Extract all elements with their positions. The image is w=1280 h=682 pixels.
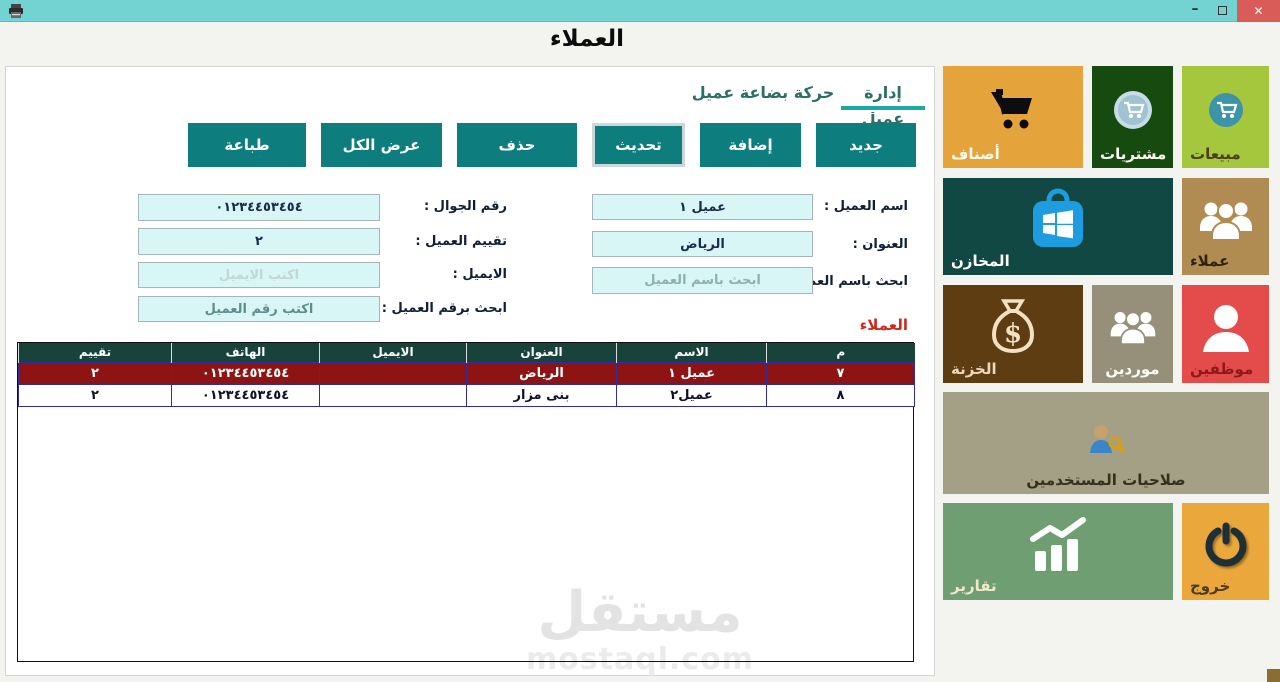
restore-icon	[1218, 3, 1232, 15]
cell-phone: ٠١٢٣٤٤٥٣٤٥٤	[171, 383, 320, 407]
watermark: مستقل mostaql.com	[460, 580, 820, 678]
cart-icon	[991, 89, 1032, 129]
person-bust-icon	[1202, 305, 1249, 352]
tile-label: تقارير	[951, 577, 997, 595]
bar-chart-icon	[1030, 516, 1086, 571]
cell-rating: ٢	[18, 361, 172, 385]
purchases-badge-icon	[1113, 91, 1152, 129]
cell-email	[319, 361, 467, 385]
titlebar	[0, 0, 1280, 22]
tile-employees[interactable]: موظفين	[1182, 285, 1269, 383]
address-field[interactable]	[592, 231, 813, 257]
col-header-rating[interactable]: تقييم	[18, 343, 172, 362]
page-title: العملاء	[549, 26, 625, 52]
restore-button[interactable]	[1210, 0, 1236, 22]
active-tab-indicator	[841, 106, 925, 110]
email-field[interactable]	[138, 262, 380, 288]
customer-name-field[interactable]	[592, 194, 813, 220]
search-by-name-input[interactable]	[592, 267, 813, 294]
minimize-button[interactable]: –	[1191, 1, 1199, 17]
tile-label: موردين	[1105, 360, 1160, 378]
tile-label: المخازن	[951, 252, 1010, 270]
tile-label: الخزنة	[951, 360, 997, 378]
people-group-icon	[1199, 201, 1252, 241]
update-button[interactable]: تحديث	[592, 123, 685, 167]
tile-label: مبيعات	[1190, 145, 1241, 163]
watermark-brand: مستقل	[537, 580, 743, 645]
table-row-selected[interactable]: ٧ عميل ١ الرياض ٠١٢٣٤٤٥٣٤٥٤ ٢	[18, 361, 915, 385]
address-label: العنوان :	[852, 237, 908, 252]
rating-field[interactable]	[138, 228, 380, 255]
tile-customers[interactable]: عملاء	[1182, 178, 1269, 275]
cell-rating: ٢	[18, 383, 172, 407]
print-button[interactable]: طباعة	[188, 123, 306, 167]
new-button[interactable]: جديد	[816, 123, 916, 167]
search-by-name-label: ابحث باسم العميل :	[781, 274, 908, 289]
power-icon	[1205, 522, 1246, 566]
tile-label: موظفين	[1190, 360, 1254, 378]
tile-label: صلاحيات المستخدمين	[1026, 471, 1186, 489]
cell-address: بنى مزار	[466, 383, 617, 407]
svg-text:$: $	[1004, 319, 1022, 349]
user-key-icon	[1090, 425, 1125, 454]
tile-reports[interactable]: تقارير	[943, 503, 1173, 600]
col-header-name[interactable]: الاسم	[616, 343, 767, 362]
cell-id: ٧	[766, 361, 915, 385]
tile-treasury[interactable]: $ الخزنة	[943, 285, 1083, 383]
cell-email	[319, 383, 467, 407]
cell-name: عميل ١	[616, 361, 767, 385]
tile-label: مشتريات	[1100, 145, 1167, 163]
mobile-field[interactable]	[138, 194, 380, 221]
tile-purchases[interactable]: مشتريات	[1092, 66, 1173, 168]
col-header-email[interactable]: الايميل	[319, 343, 467, 362]
tile-label: خروج	[1190, 577, 1231, 595]
show-all-button[interactable]: عرض الكل	[321, 123, 442, 167]
toolbar: جديد إضافة تحديث حذف عرض الكل طباعة	[188, 123, 916, 167]
corner-accent	[1267, 669, 1280, 682]
add-button[interactable]: إضافة	[700, 123, 801, 167]
tile-label: عملاء	[1190, 252, 1230, 270]
customers-grid-caption: العملاء	[859, 316, 908, 334]
tab-separator	[7, 113, 933, 114]
watermark-domain: mostaql.com	[525, 642, 755, 677]
sales-cart-icon	[1208, 93, 1243, 127]
store-icon	[1033, 188, 1083, 247]
tile-suppliers[interactable]: موردين	[1092, 285, 1173, 383]
tile-label: أصناف	[951, 145, 1000, 163]
cell-phone: ٠١٢٣٤٤٥٣٤٥٤	[171, 361, 320, 385]
tile-user-permissions[interactable]: صلاحيات المستخدمين	[943, 392, 1269, 494]
search-by-number-input[interactable]	[138, 296, 380, 322]
tile-items[interactable]: أصناف	[943, 66, 1083, 168]
delete-button[interactable]: حذف	[457, 123, 577, 167]
col-header-address[interactable]: العنوان	[466, 343, 617, 362]
tile-exit[interactable]: خروج	[1182, 503, 1269, 600]
col-header-phone[interactable]: الهاتف	[171, 343, 320, 362]
tab-manage-customer[interactable]: إدارة عميل	[861, 83, 905, 128]
customers-grid[interactable]: م الاسم العنوان الايميل الهاتف تقييم ٧ ع…	[17, 342, 915, 662]
close-button[interactable]: ✕	[1237, 0, 1280, 22]
tab-customer-goods-movement[interactable]: حركة بضاعة عميل	[691, 83, 835, 102]
money-bag-icon: $	[991, 299, 1035, 354]
mobile-label: رقم الجوال :	[423, 199, 507, 214]
printer-icon	[9, 4, 23, 18]
tile-sales[interactable]: مبيعات	[1182, 66, 1269, 168]
grid-header-row: م الاسم العنوان الايميل الهاتف تقييم	[18, 343, 915, 362]
col-header-id[interactable]: م	[766, 343, 915, 362]
cell-address: الرياض	[466, 361, 617, 385]
search-by-number-label: ابحث برقم العميل :	[381, 301, 507, 316]
rating-label: تقييم العميل :	[415, 234, 507, 249]
customer-name-label: اسم العميل :	[824, 199, 908, 214]
cell-name: عميل٢	[616, 383, 767, 407]
cell-id: ٨	[766, 383, 915, 407]
table-row[interactable]: ٨ عميل٢ بنى مزار ٠١٢٣٤٤٥٣٤٥٤ ٢	[18, 383, 915, 407]
people-group-icon	[1110, 311, 1155, 345]
tile-warehouses[interactable]: المخازن	[943, 178, 1173, 275]
email-label: الايميل :	[452, 267, 507, 282]
